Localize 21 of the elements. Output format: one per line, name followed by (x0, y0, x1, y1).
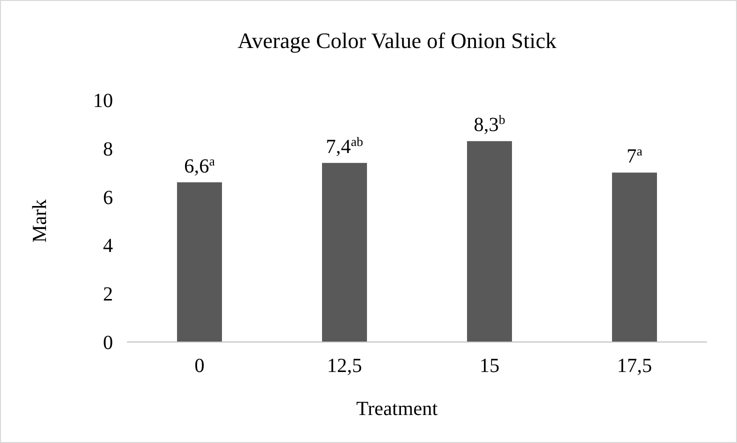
data-label: 6,6$^{a}$ (184, 152, 216, 178)
bar (322, 162, 367, 342)
x-tick-label: 0 (194, 355, 204, 377)
data-label: 8,3$^{b}$ (474, 112, 506, 136)
x-axis-title: Treatment (356, 398, 438, 420)
bar (177, 182, 222, 342)
x-tick-label: 12,5 (327, 355, 362, 377)
data-label: 7$^{a}$ (626, 143, 643, 168)
chart-title: Average Color Value of Onion Stick (238, 28, 556, 53)
x-tick-label: 15 (480, 355, 500, 377)
y-axis-title: Mark (29, 199, 51, 243)
bar (612, 172, 657, 342)
y-tick-label: 0 (103, 332, 113, 354)
y-tick-label: 4 (103, 235, 113, 258)
y-tick-label: 2 (103, 284, 113, 306)
y-tick-label: 10 (93, 90, 113, 112)
y-tick-label: 6 (103, 186, 113, 209)
bar (467, 141, 512, 342)
y-tick-label: 8 (103, 138, 113, 160)
x-tick-label: 17,5 (617, 355, 652, 377)
data-label: 7,4$^{ab}$ (326, 133, 364, 158)
